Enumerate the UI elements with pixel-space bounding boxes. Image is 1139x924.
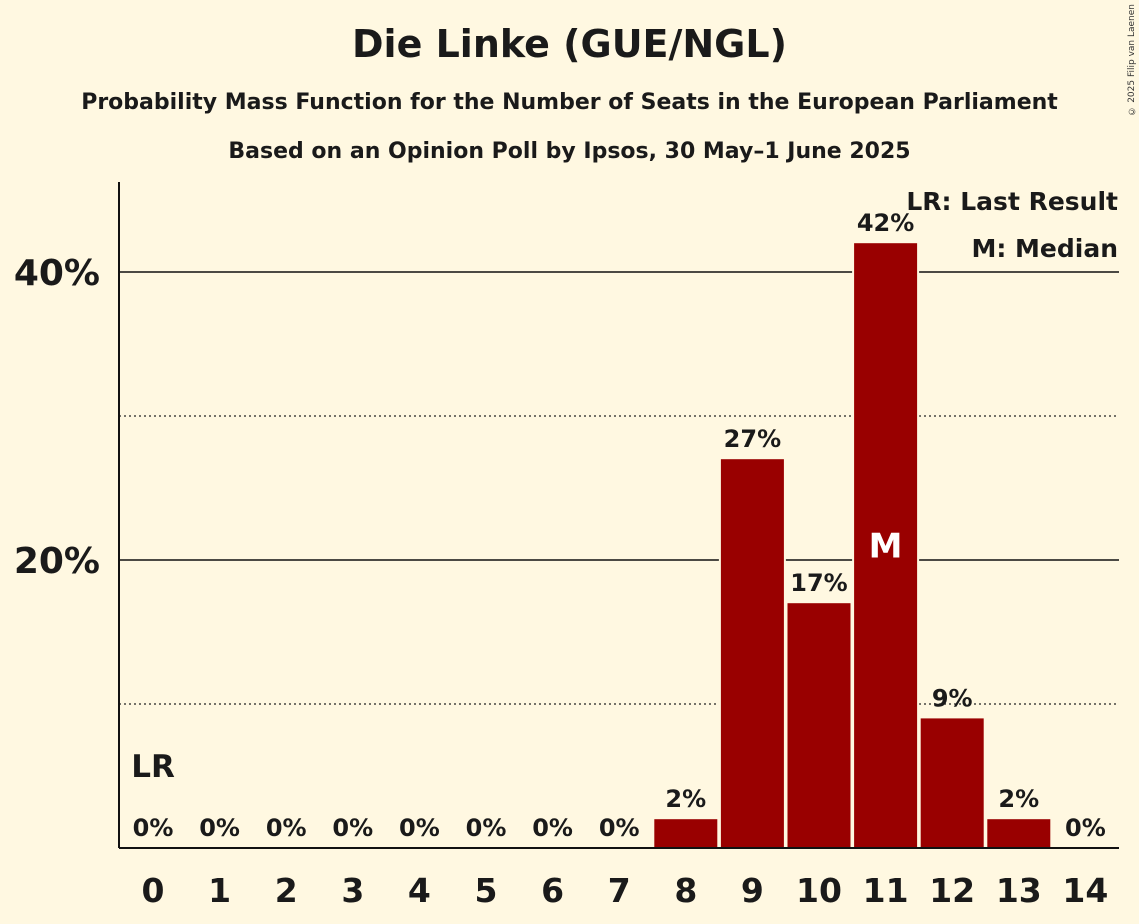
bar [920,718,984,848]
bar-value-label: 0% [1065,814,1106,842]
last-result-marker: LR [131,749,175,785]
bar [720,459,784,848]
bar-value-label: 17% [790,569,847,597]
bar-value-label: 9% [932,684,973,712]
bar [654,819,718,848]
bar-value-label: 2% [998,785,1039,813]
bar-value-label: 27% [724,425,781,453]
x-tick-label: 8 [674,871,697,910]
y-tick-label: 40% [14,253,100,294]
x-tick-label: 6 [541,871,564,910]
chart-title: Die Linke (GUE/NGL) [352,22,787,66]
x-tick-label: 13 [996,871,1042,910]
x-tick-label: 2 [275,871,298,910]
x-tick-label: 1 [208,871,231,910]
x-tick-label: 0 [142,871,165,910]
bar-value-label: 0% [332,814,373,842]
y-tick-label: 20% [14,541,100,582]
median-marker: M [869,527,903,567]
bar [854,243,918,848]
x-tick-label: 12 [929,871,975,910]
bar-value-label: 2% [665,785,706,813]
legend-median: M: Median [971,234,1118,263]
bar-value-label: 0% [133,814,174,842]
x-tick-label: 14 [1062,871,1108,910]
bar-value-label: 42% [857,209,914,237]
bar-value-label: 0% [466,814,507,842]
bar-value-label: 0% [532,814,573,842]
bar [787,603,851,848]
axes: 20%40%0 1 2 3 4 5 6 7 8 9 10 11 12 13 14 [14,182,1119,910]
x-tick-label: 10 [796,871,842,910]
gridlines [119,271,1119,705]
bars [652,241,1053,848]
x-tick-label: 11 [863,871,909,910]
legend-last-result: LR: Last Result [906,187,1118,216]
x-tick-label: 3 [341,871,364,910]
chart-source-note: Based on an Opinion Poll by Ipsos, 30 Ma… [228,139,911,164]
x-tick-label: 4 [408,871,431,910]
x-tick-label: 5 [475,871,498,910]
bar-value-label: 0% [266,814,307,842]
bar-value-label: 0% [599,814,640,842]
bar-value-label: 0% [399,814,440,842]
chart-subtitle: Probability Mass Function for the Number… [81,90,1058,115]
value-labels: 0% LR 0% 0% 0% 0% 0% 0% 0% 2% 27% 17% 42% M 9% 2% 0% [131,209,1106,842]
bar-value-label: 0% [199,814,240,842]
x-tick-label: 7 [608,871,631,910]
bar [987,819,1051,848]
x-tick-label: 9 [741,871,764,910]
